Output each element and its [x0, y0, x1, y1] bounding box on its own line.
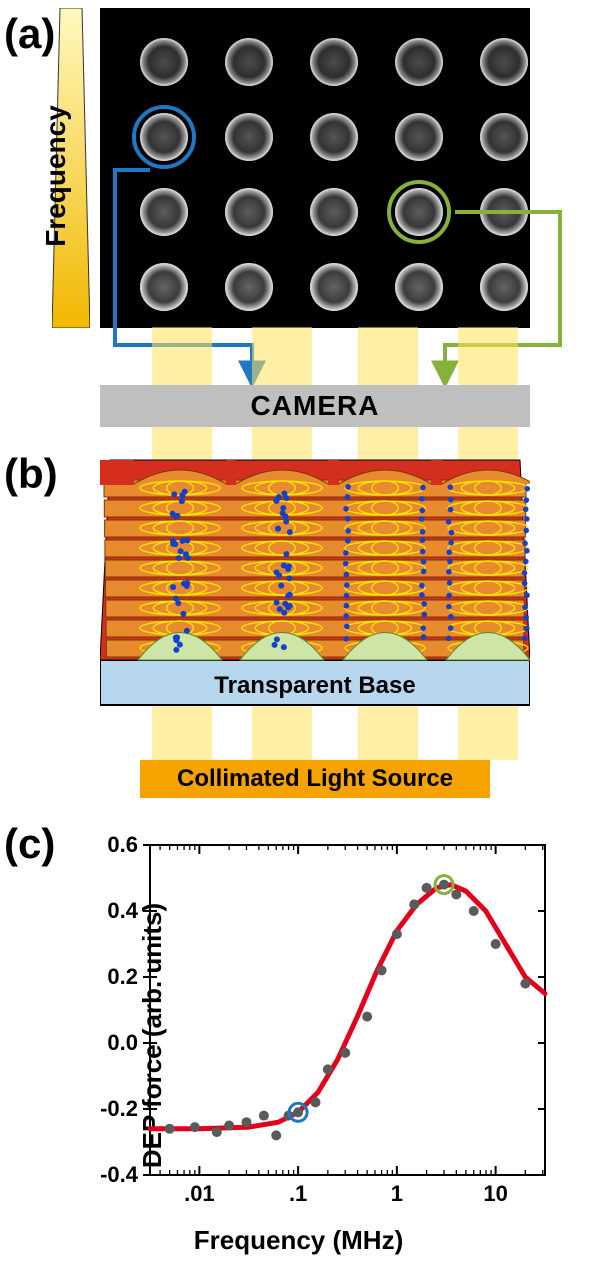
well	[225, 188, 273, 236]
svg-text:10: 10	[483, 1181, 507, 1206]
beam-upper-1	[152, 327, 212, 385]
well	[395, 113, 443, 161]
svg-text:-0.4: -0.4	[100, 1162, 139, 1187]
beam-upper-3	[358, 327, 418, 385]
well	[310, 113, 358, 161]
well	[310, 38, 358, 86]
figure-root: (a) Frequency	[0, 0, 597, 1265]
well	[480, 113, 528, 161]
frequency-axis-label: Frequency	[40, 105, 72, 247]
beam-upper-2	[252, 327, 312, 385]
well	[395, 188, 443, 236]
well	[480, 263, 528, 311]
well	[310, 263, 358, 311]
well	[140, 263, 188, 311]
light-source-text: Collimated Light Source	[177, 765, 453, 793]
svg-text:0.4: 0.4	[107, 898, 138, 923]
dep-spectrum-chart: -0.4 -0.2 0.0 0.2 0.4 0.6 .01 .1 1 10	[80, 830, 560, 1230]
svg-text:0.6: 0.6	[107, 832, 138, 857]
well	[395, 38, 443, 86]
camera-label: CAMERA	[251, 390, 380, 422]
well	[480, 188, 528, 236]
svg-text:0.0: 0.0	[107, 1030, 138, 1055]
well	[480, 38, 528, 86]
chart-x-label: Frequency (MHz)	[0, 1225, 597, 1256]
camera-bar: CAMERA	[100, 385, 530, 427]
svg-text:0.2: 0.2	[107, 964, 138, 989]
panel-label-b: (b)	[4, 450, 58, 498]
well	[310, 188, 358, 236]
svg-text:1: 1	[391, 1181, 403, 1206]
device-cross-section	[100, 450, 530, 730]
well-array-image	[100, 8, 530, 328]
svg-text:.01: .01	[184, 1181, 215, 1206]
svg-text:-0.2: -0.2	[100, 1096, 138, 1121]
panel-label-c: (c)	[4, 820, 55, 868]
well	[140, 113, 188, 161]
panel-label-a: (a)	[4, 10, 55, 58]
well	[225, 263, 273, 311]
well	[225, 38, 273, 86]
beam-upper-4	[458, 327, 518, 385]
well	[140, 38, 188, 86]
well	[395, 263, 443, 311]
light-source-bar: Collimated Light Source	[140, 760, 490, 798]
well	[225, 113, 273, 161]
svg-text:.1: .1	[289, 1181, 307, 1206]
well	[140, 188, 188, 236]
